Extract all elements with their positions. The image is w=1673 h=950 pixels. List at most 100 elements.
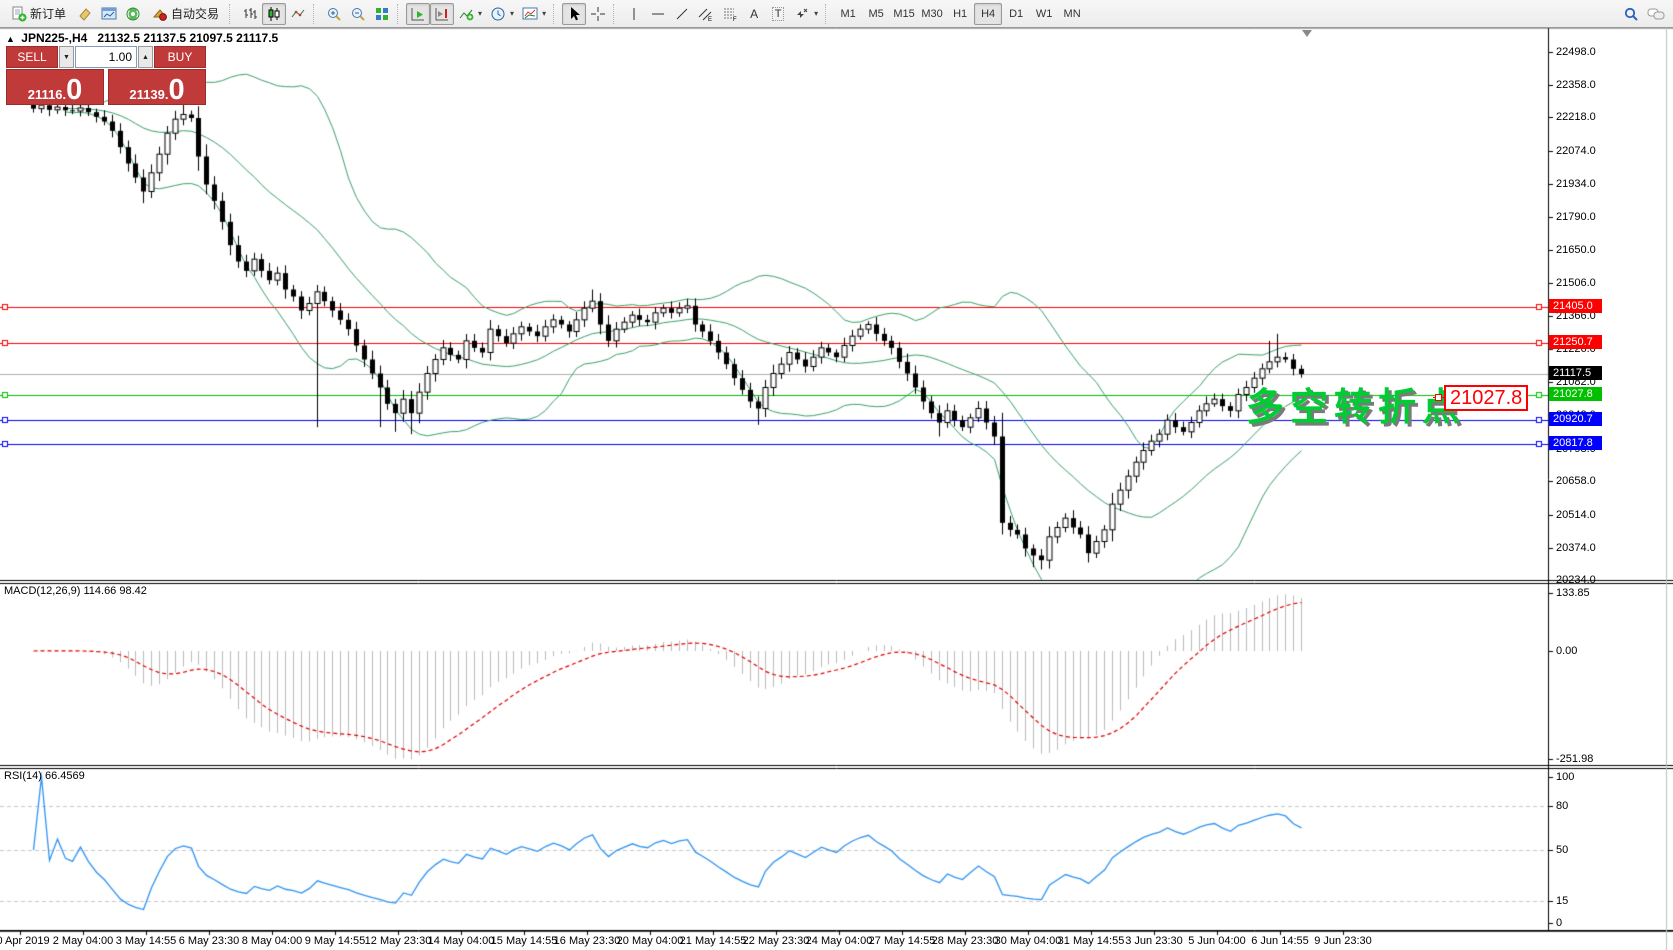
timeframe-button-m1[interactable]: M1 xyxy=(840,7,856,20)
sell-price-display[interactable]: 21116. 0 xyxy=(6,69,104,105)
time-axis-label: 9 Jun 23:30 xyxy=(1314,935,1372,947)
channel-tool-button[interactable]: E xyxy=(694,3,718,25)
candlestick-icon xyxy=(268,6,280,21)
price-axis-tick-label: 20234.0 xyxy=(1556,574,1596,587)
toolbar-separator xyxy=(825,3,830,24)
templates-dropdown-caret: ▾ xyxy=(542,9,547,18)
bar-chart-mode-button[interactable] xyxy=(238,3,262,25)
zoom-in-button[interactable] xyxy=(322,3,346,25)
horizontal-line-tool-button[interactable] xyxy=(646,3,670,25)
time-axis-label: 9 May 14:55 xyxy=(304,935,366,947)
autotrading-label: 自动交易 xyxy=(171,7,220,21)
price-axis-tick-label: 22498.0 xyxy=(1556,45,1596,58)
time-axis-label: 28 May 23:30 xyxy=(931,935,999,947)
timeframe-button-m30[interactable]: M30 xyxy=(921,7,943,20)
chart-shift-marker[interactable] xyxy=(1302,30,1312,37)
price-axis-tick-label: 20374.0 xyxy=(1556,541,1596,554)
time-axis-label: 8 May 04:00 xyxy=(241,935,303,947)
price-axis-tick-label: 20658.0 xyxy=(1556,475,1596,488)
volume-decrease-button[interactable]: ▼ xyxy=(59,46,74,68)
tile-windows-button[interactable] xyxy=(370,3,394,25)
price-axis-tick-label: 22074.0 xyxy=(1556,144,1596,157)
arrows-tool-button[interactable]: ▾ xyxy=(790,3,822,25)
label-tool-button[interactable]: T xyxy=(766,3,790,25)
rsi-axis-label: 80 xyxy=(1556,800,1569,813)
buy-price-display[interactable]: 21139. 0 xyxy=(108,69,206,105)
line-chart-mode-button[interactable] xyxy=(286,3,310,25)
arrows-icon xyxy=(797,8,808,18)
cursor-tool-button[interactable] xyxy=(562,2,587,25)
periods-dropdown-caret: ▾ xyxy=(510,9,515,18)
time-axis-label: 2 May 04:00 xyxy=(52,935,114,947)
text-tool-icon: A xyxy=(750,6,759,21)
toolbar-right-group xyxy=(1619,3,1669,25)
chart-shift-icon xyxy=(435,7,449,20)
chat-button[interactable] xyxy=(1643,3,1669,25)
zoom-in-icon xyxy=(328,7,341,21)
periods-button[interactable]: ▾ xyxy=(486,3,518,25)
chart-shift-button[interactable] xyxy=(430,2,455,25)
indicators-button[interactable]: ▾ xyxy=(454,3,486,25)
new-order-button[interactable]: 新订单 xyxy=(4,3,73,25)
timeframe-button-w1[interactable]: W1 xyxy=(1035,7,1053,20)
fibonacci-tool-button[interactable]: F xyxy=(718,3,742,25)
timeframe-button-m15[interactable]: M15 xyxy=(893,7,915,20)
macd-axis-label: 133.85 xyxy=(1556,587,1590,600)
buy-price-main: 21139 xyxy=(129,87,165,102)
trendline-tool-button[interactable] xyxy=(670,3,694,25)
buy-price-pips: 0 xyxy=(168,74,185,106)
rsi-axis-label: 15 xyxy=(1556,895,1569,908)
crosshair-icon xyxy=(591,6,606,21)
indicators-dropdown-caret: ▾ xyxy=(478,9,483,18)
equidistant-channel-icon: E xyxy=(698,8,712,22)
volume-input[interactable]: 1.00 xyxy=(75,46,137,68)
buy-button[interactable]: BUY xyxy=(154,46,206,68)
time-axis-label: 31 May 14:55 xyxy=(1057,935,1125,947)
toolbar-separator xyxy=(313,3,318,24)
volume-increase-button[interactable]: ▲ xyxy=(138,46,153,68)
time-axis-label: 21 May 14:55 xyxy=(679,935,747,947)
crosshair-tool-button[interactable] xyxy=(586,3,610,25)
sell-button[interactable]: SELL xyxy=(6,46,58,68)
timeframe-button-mn[interactable]: MN xyxy=(1063,7,1081,20)
chat-icon xyxy=(1647,8,1665,19)
fibonacci-icon: F xyxy=(724,8,737,22)
svg-text:F: F xyxy=(733,17,737,22)
text-tool-button[interactable]: A xyxy=(742,3,766,25)
history-center-button[interactable] xyxy=(73,3,97,25)
candlestick-mode-button[interactable] xyxy=(262,2,287,25)
macd-indicator-label: MACD(12,26,9) 114.66 98.42 xyxy=(4,585,147,597)
chart-text-annotation[interactable]: 多空转折点 xyxy=(1246,387,1467,429)
toolbar-separator xyxy=(553,3,558,24)
timeframe-button-m5[interactable]: M5 xyxy=(868,7,884,20)
price-tag-21405.0: 21405.0 xyxy=(1549,299,1602,313)
time-axis-label: 22 May 23:30 xyxy=(742,935,810,947)
price-axis-tick-label: 21934.0 xyxy=(1556,177,1596,190)
new-order-icon xyxy=(12,6,27,21)
price-callout-label[interactable]: 21027.8 xyxy=(1432,385,1529,411)
search-button[interactable] xyxy=(1619,3,1643,25)
timeframe-button-h4[interactable]: H4 xyxy=(974,2,1003,25)
signals-button[interactable] xyxy=(121,3,145,25)
templates-button[interactable]: ▾ xyxy=(518,3,550,25)
time-axis-label: 30 Apr 2019 xyxy=(0,935,50,947)
market-watch-button[interactable] xyxy=(97,3,121,25)
timeframe-button-h1[interactable]: H1 xyxy=(953,7,968,20)
price-axis-tick-label: 21506.0 xyxy=(1556,277,1596,290)
vertical-line-tool-button[interactable] xyxy=(622,3,646,25)
timeframe-button-d1[interactable]: D1 xyxy=(1009,7,1024,20)
search-icon xyxy=(1624,7,1638,21)
price-axis-tick-label: 20514.0 xyxy=(1556,508,1596,521)
auto-scroll-button[interactable] xyxy=(406,2,431,25)
time-axis-label: 30 May 04:00 xyxy=(994,935,1062,947)
bar-chart-icon xyxy=(244,7,258,19)
sell-price-main: 21116 xyxy=(27,87,63,102)
toolbar-separator xyxy=(229,3,234,24)
time-axis-label: 3 May 14:55 xyxy=(115,935,177,947)
horizontal-line-icon xyxy=(652,13,665,14)
zoom-out-button[interactable] xyxy=(346,3,370,25)
autotrading-button[interactable]: 自动交易 xyxy=(145,3,226,25)
rsi-axis-label: 100 xyxy=(1556,771,1575,783)
